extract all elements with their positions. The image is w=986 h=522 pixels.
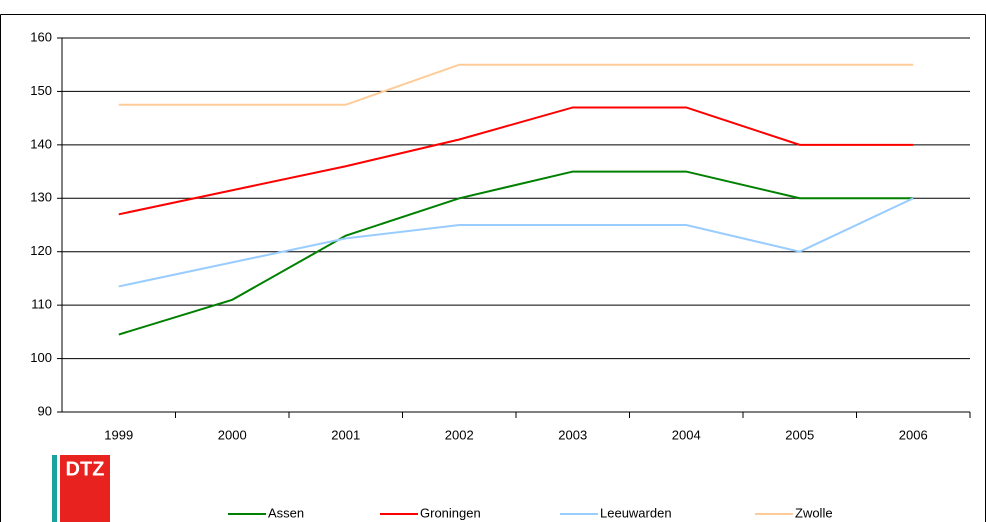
- y-tick-label: 140: [30, 136, 52, 151]
- y-tick-label: 100: [30, 350, 52, 365]
- x-tick-label: 2005: [785, 427, 814, 442]
- x-tick-label: 2003: [558, 427, 587, 442]
- y-tick-label: 90: [38, 403, 52, 418]
- series-line: [118, 63, 914, 106]
- y-tick-label: 160: [30, 29, 52, 44]
- logo-bar: [52, 455, 57, 522]
- x-tick-label: 2004: [672, 427, 701, 442]
- legend-label: Leeuwarden: [600, 505, 672, 520]
- legend-label: Groningen: [420, 505, 481, 520]
- y-tick-label: 120: [30, 243, 52, 258]
- x-tick-label: 2000: [218, 427, 247, 442]
- y-tick-label: 110: [31, 297, 52, 312]
- logo-text: DTZ: [66, 458, 105, 480]
- x-tick-label: 2002: [445, 427, 474, 442]
- x-tick-label: 2001: [331, 427, 360, 442]
- series-line: [118, 106, 914, 216]
- logo-box: [60, 455, 110, 522]
- x-tick-label: 1999: [104, 427, 133, 442]
- legend-label: Zwolle: [795, 505, 833, 520]
- y-tick-label: 150: [30, 83, 52, 98]
- series-line: [118, 197, 914, 288]
- x-tick-label: 2006: [899, 427, 928, 442]
- series-line: [118, 170, 914, 336]
- legend-label: Assen: [268, 505, 304, 520]
- y-tick-label: 130: [30, 190, 52, 205]
- logo: DTZ: [52, 455, 110, 522]
